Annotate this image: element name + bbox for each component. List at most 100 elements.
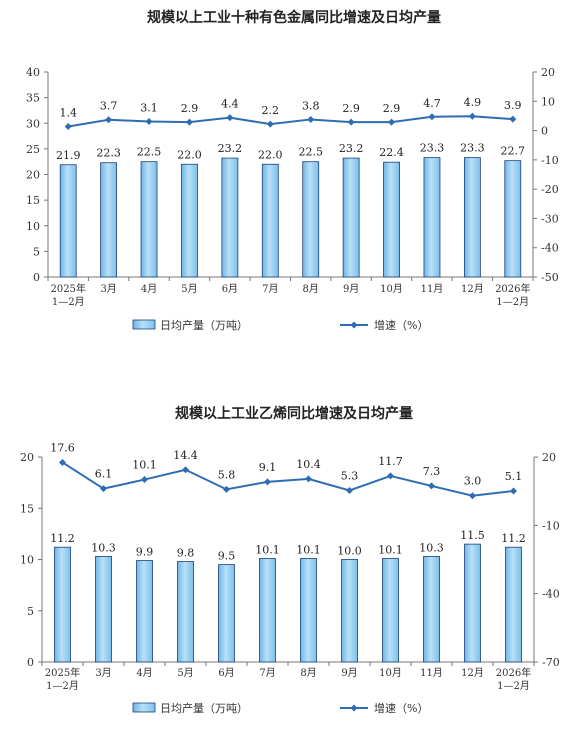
y-right-tick-label: -40 bbox=[541, 242, 559, 255]
line-value-label: 6.1 bbox=[95, 468, 113, 481]
legend-line-marker bbox=[350, 704, 358, 712]
bar bbox=[300, 558, 317, 663]
legend-line-label: 增速（%） bbox=[374, 318, 428, 332]
y-left-tick-label: 25 bbox=[26, 143, 40, 156]
y-left-tick-label: 10 bbox=[26, 220, 40, 233]
bar bbox=[504, 160, 522, 278]
line-point-marker bbox=[145, 117, 153, 125]
legend-bar-label: 日均产量（万吨） bbox=[160, 318, 248, 332]
bar bbox=[382, 558, 399, 663]
line-point-marker bbox=[346, 486, 353, 494]
line-value-label: 3.8 bbox=[302, 99, 320, 112]
x-tick-label: 3月 bbox=[100, 283, 116, 295]
y-right-tick-label: -10 bbox=[541, 154, 559, 167]
bar-value-label: 10.1 bbox=[378, 543, 403, 556]
bar bbox=[140, 161, 158, 278]
bar-value-label: 22.7 bbox=[501, 145, 526, 158]
bar-value-label: 23.2 bbox=[339, 142, 364, 155]
legend-bar-swatch bbox=[132, 319, 156, 330]
line-point-marker bbox=[387, 472, 394, 480]
y-right-tick-label: -40 bbox=[542, 588, 560, 601]
line-point-marker bbox=[100, 485, 107, 493]
y-right-tick-label: 10 bbox=[541, 95, 555, 108]
line-value-label: 2.9 bbox=[383, 102, 401, 115]
line-point-marker bbox=[64, 122, 72, 130]
x-tick-label: 2025年 1—2月 bbox=[45, 666, 80, 692]
line-point-marker bbox=[226, 114, 234, 122]
x-tick-label: 5月 bbox=[177, 667, 193, 679]
bar-value-label: 23.3 bbox=[420, 142, 445, 155]
bar bbox=[177, 561, 194, 663]
x-tick-label: 9月 bbox=[341, 667, 357, 679]
bar-value-label: 22.5 bbox=[298, 146, 323, 159]
x-tick-label: 4月 bbox=[141, 283, 157, 295]
x-tick-label: 10月 bbox=[380, 283, 403, 295]
x-tick-label: 7月 bbox=[259, 667, 275, 679]
line-point-marker bbox=[305, 475, 312, 483]
bar bbox=[464, 543, 481, 663]
line-value-label: 17.6 bbox=[50, 441, 75, 454]
y-right-tick-label: -70 bbox=[542, 656, 560, 669]
line-value-label: 2.2 bbox=[262, 104, 280, 117]
x-tick-label: 6月 bbox=[218, 667, 234, 679]
line-value-label: 11.7 bbox=[378, 455, 403, 468]
line-value-label: 10.1 bbox=[132, 459, 157, 472]
x-tick-label: 11月 bbox=[421, 283, 444, 295]
line-point-marker bbox=[469, 492, 476, 500]
line-value-label: 14.4 bbox=[173, 449, 198, 462]
line-point-marker bbox=[264, 478, 271, 486]
legend-bar-swatch bbox=[132, 702, 156, 713]
line-value-label: 3.9 bbox=[504, 99, 522, 112]
line-value-label: 4.9 bbox=[464, 96, 482, 109]
x-tick-label: 6月 bbox=[222, 283, 238, 295]
bar bbox=[383, 161, 400, 278]
bar bbox=[423, 556, 440, 663]
line-point-marker bbox=[347, 118, 355, 126]
line-point-marker bbox=[510, 487, 517, 495]
bar bbox=[218, 564, 235, 663]
y-right-tick-label: -10 bbox=[542, 519, 560, 532]
line-value-label: 4.7 bbox=[423, 97, 441, 110]
bar bbox=[302, 161, 320, 278]
bar bbox=[136, 560, 153, 663]
line-value-label: 9.1 bbox=[259, 461, 277, 474]
bar-value-label: 10.1 bbox=[255, 543, 280, 556]
line-point-marker bbox=[428, 113, 436, 121]
y-left-tick-label: 15 bbox=[20, 502, 34, 515]
y-right-tick-label: -30 bbox=[541, 212, 559, 225]
bar bbox=[423, 157, 441, 278]
line-point-marker bbox=[223, 485, 230, 493]
bar bbox=[261, 163, 279, 278]
chart-nonferrous-metals: 规模以上工业十种有色金属同比增速及日均产量 0 5 10 15 20 25 30 35 40 -50… bbox=[26, 9, 559, 332]
bar-value-label: 9.9 bbox=[136, 546, 154, 559]
bar-value-label: 21.9 bbox=[56, 149, 81, 162]
line-value-label: 1.4 bbox=[59, 106, 77, 119]
bar-value-label: 10.3 bbox=[419, 541, 444, 554]
bar bbox=[100, 162, 118, 278]
line-point-marker bbox=[266, 120, 274, 128]
y-left-tick-label: 0 bbox=[27, 656, 34, 669]
x-tick-label: 11月 bbox=[420, 667, 443, 679]
bar-value-label: 11.5 bbox=[460, 529, 485, 542]
bar-value-label: 22.0 bbox=[177, 148, 202, 161]
x-tick-label: 8月 bbox=[303, 283, 319, 295]
legend-bar-label: 日均产量（万吨） bbox=[160, 701, 248, 715]
line-value-label: 5.8 bbox=[218, 468, 236, 481]
bar bbox=[59, 164, 77, 278]
line-point-marker bbox=[509, 115, 517, 123]
y-right-tick-label: 0 bbox=[541, 125, 548, 138]
chart-title: 规模以上工业十种有色金属同比增速及日均产量 bbox=[147, 9, 441, 26]
bar bbox=[181, 163, 198, 278]
y-right-tick-label: 20 bbox=[541, 66, 555, 79]
line-value-label: 3.7 bbox=[100, 100, 118, 113]
bar-value-label: 22.0 bbox=[258, 148, 283, 161]
line-point-marker bbox=[141, 476, 148, 484]
bar bbox=[259, 558, 276, 663]
bar-value-label: 23.3 bbox=[460, 142, 485, 155]
bar-value-label: 9.5 bbox=[218, 550, 236, 563]
x-tick-label: 10月 bbox=[379, 667, 402, 679]
y-left-tick-label: 20 bbox=[26, 169, 40, 182]
legend-line-label: 增速（%） bbox=[374, 701, 428, 715]
line-value-label: 2.9 bbox=[181, 102, 199, 115]
x-tick-label: 7月 bbox=[262, 283, 278, 295]
